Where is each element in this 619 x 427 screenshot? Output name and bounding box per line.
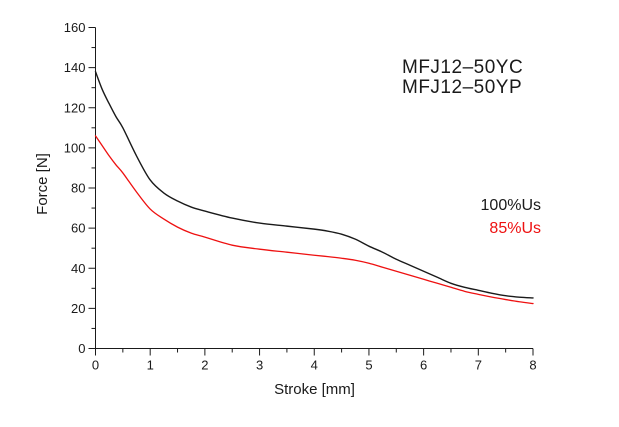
y-tick-label: 100 — [64, 140, 86, 155]
x-tick-label: 6 — [420, 358, 427, 373]
model-annotation-line-2: MFJ12–50YP — [402, 77, 523, 98]
y-tick-label: 0 — [78, 341, 85, 356]
y-tick-label: 80 — [71, 181, 85, 196]
legend-label-85pct: 85%Us — [489, 220, 541, 237]
x-tick-label: 1 — [147, 358, 154, 373]
y-tick-label: 40 — [71, 261, 85, 276]
y-tick-label: 20 — [71, 301, 85, 316]
y-tick-label: 120 — [64, 100, 86, 115]
x-tick-label: 5 — [365, 358, 372, 373]
legend-label-100pct: 100%Us — [480, 197, 541, 214]
x-tick-label: 7 — [475, 358, 482, 373]
y-tick-label: 160 — [64, 20, 86, 35]
x-tick-label: 4 — [311, 358, 318, 373]
curve-85pctUs — [94, 135, 534, 305]
y-axis-title-text: Force [N] — [34, 153, 51, 215]
model-annotation-line-1: MFJ12–50YC — [402, 57, 524, 78]
y-tick-label: 140 — [64, 60, 86, 75]
x-tick-label: 0 — [92, 358, 99, 373]
y-tick-label: 60 — [71, 221, 85, 236]
x-tick-label: 8 — [529, 358, 536, 373]
x-axis-title: Stroke [mm] — [274, 381, 355, 398]
x-tick-label: 2 — [201, 358, 208, 373]
model-annotation: MFJ12–50YC MFJ12–50YP — [402, 58, 523, 98]
curve-100pctUs — [94, 70, 534, 299]
legend: 100%Us 85%Us — [481, 194, 541, 240]
x-tick-label: 3 — [256, 358, 263, 373]
